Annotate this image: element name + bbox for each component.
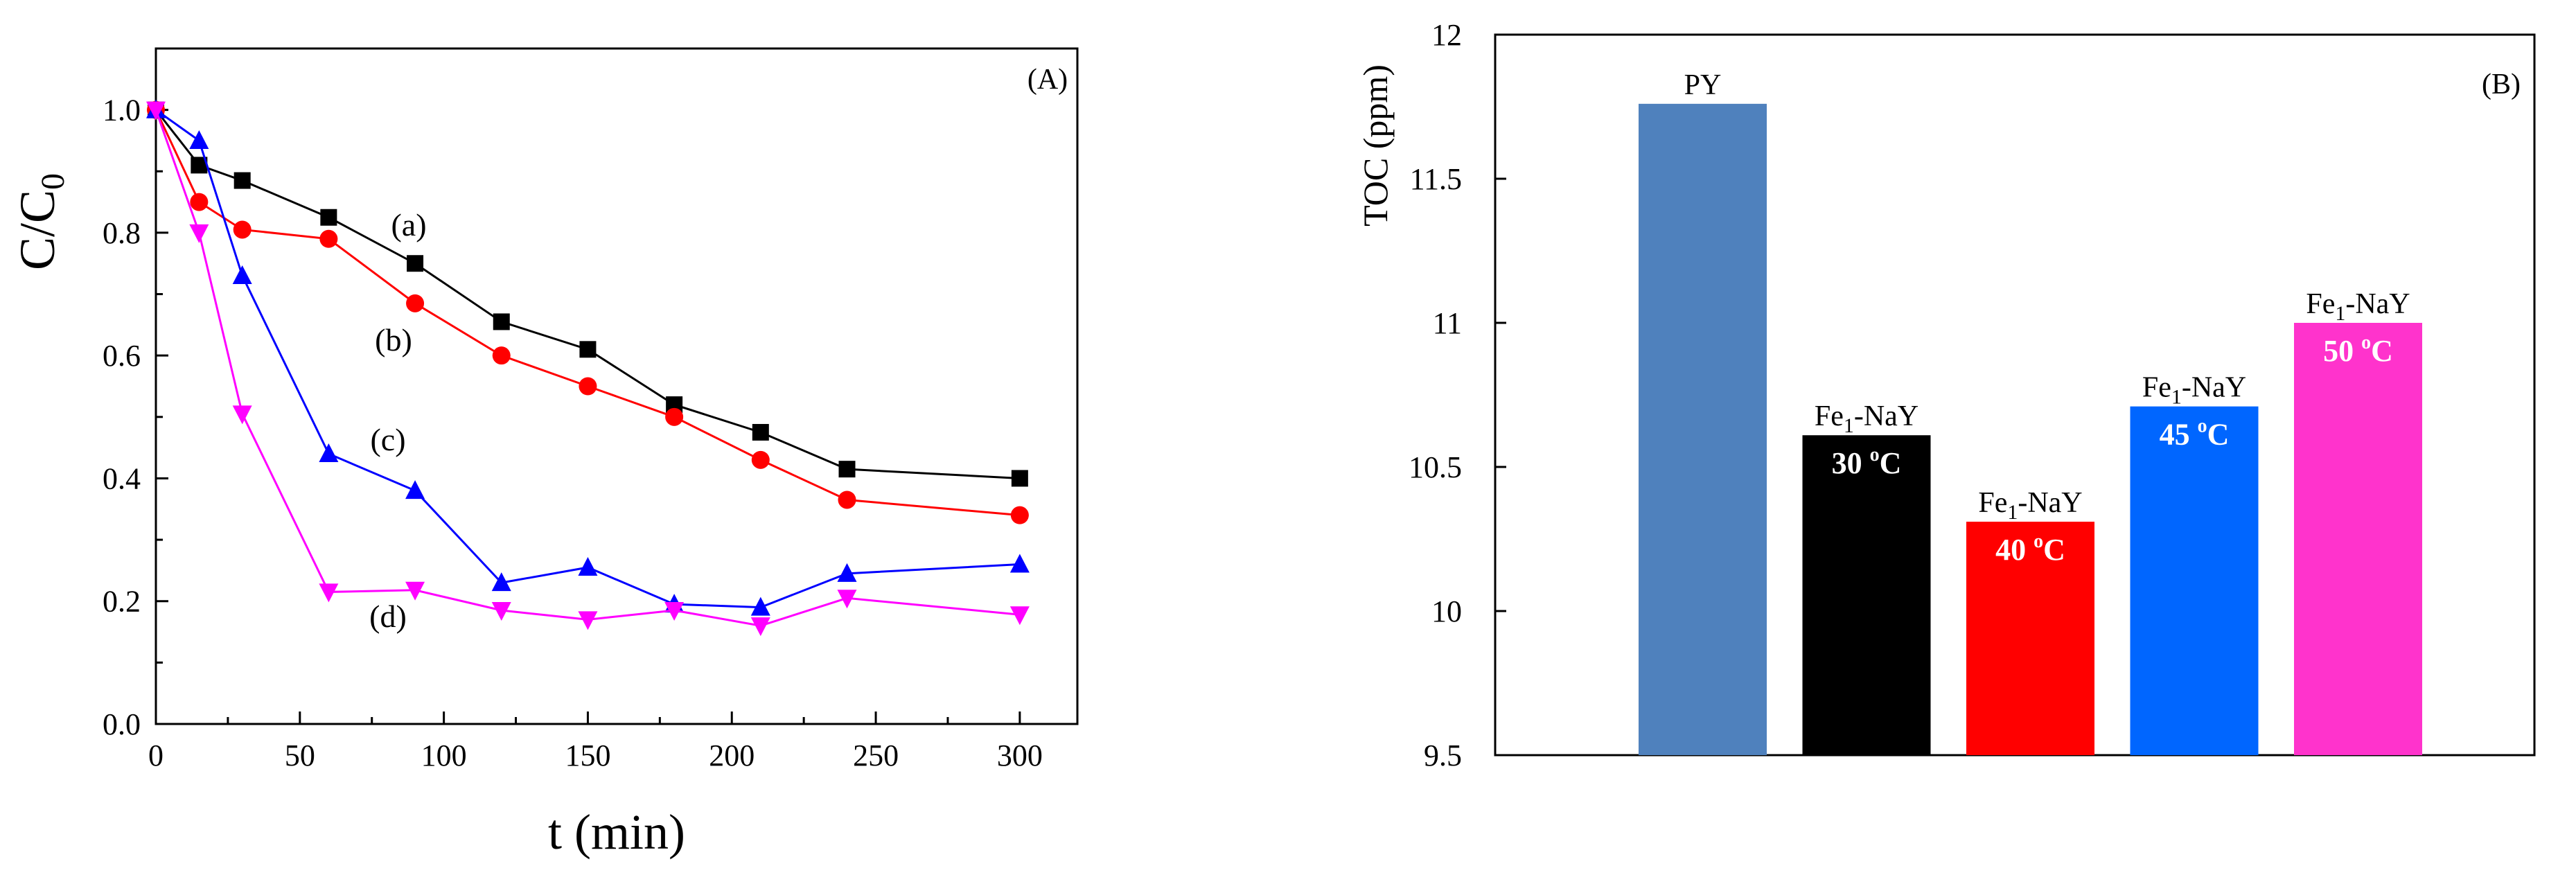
bar-2-temperature: 30 oC [1832, 444, 1902, 480]
panel-b-y-tick-label: 10 [1431, 594, 1462, 628]
panel-a-x-tick-label: 150 [565, 739, 610, 772]
panel-b-y-tick-label: 9.5 [1424, 739, 1462, 772]
panel-b-y-tick-label: 10.5 [1409, 450, 1462, 484]
series-2-point [579, 377, 597, 396]
panel-a-x-axis: 0 50 100 150 200 250 300 [148, 712, 1043, 772]
series-3-point [319, 443, 339, 462]
panel-a-x-tick-label: 100 [421, 739, 467, 772]
panel-b-y-tick-label: 11 [1433, 306, 1462, 340]
series-3-point [491, 572, 511, 592]
series-1-point [838, 461, 856, 478]
series-3-point [1009, 554, 1030, 573]
bar-4-temperature: 45 oC [2160, 416, 2230, 452]
series-4-point [578, 611, 598, 630]
series-1-point [752, 423, 769, 441]
series-3-point [578, 556, 598, 576]
series-2-point [233, 220, 252, 239]
series-1-point [493, 313, 510, 330]
panel-a-x-tick-label: 200 [709, 739, 755, 772]
panel-b-y-axis: 9.5 10 10.5 11 11.5 12 [1409, 18, 1506, 772]
panel-a-y-tick-label: 0.8 [103, 216, 141, 250]
panel-a-y-tick-label: 0.2 [103, 585, 141, 619]
series-4-point [837, 590, 857, 609]
panel-a-label: (A) [1027, 64, 1068, 96]
bar-1-label: PY [1684, 69, 1722, 101]
bar-3-label: Fe1-NaY [1978, 487, 2082, 524]
series-4-point [1009, 606, 1030, 626]
panel-a-series-group [146, 99, 1030, 637]
series-4-point [146, 101, 166, 121]
panel-b-label: (B) [2482, 69, 2521, 100]
series-2-point [751, 450, 770, 469]
bar-2 [1802, 435, 1931, 755]
panel-a-x-tick-label: 0 [148, 739, 164, 772]
series-2-point [1010, 506, 1029, 524]
panel-b-bar-chart: (B) 9.5 10 10.5 11 11.5 12 PY Fe1-NaY 30 oC Fe1-… [1356, 18, 2536, 772]
panel-a-x-axis-title: t (min) [548, 804, 685, 860]
panel-a-line-chart: (A) 0.0 0.2 0.4 0.6 0.8 1.0 0 50 100 150 200 250 30… [10, 47, 1079, 860]
series-4-point [189, 224, 209, 243]
panel-a-plot-frame [155, 47, 1079, 725]
series-2-point [838, 490, 856, 509]
bar-5 [2294, 323, 2422, 755]
series-3-point [405, 480, 425, 500]
bar-5-label: Fe1-NaY [2306, 288, 2410, 325]
bar-4-label: Fe1-NaY [2142, 372, 2246, 409]
panel-b-y-tick-label: 12 [1431, 18, 1462, 52]
series-d-annotation: (d) [369, 599, 407, 634]
series-4-point [491, 602, 511, 621]
series-4-point [232, 405, 252, 425]
bar-4 [2130, 406, 2259, 755]
panel-a-y-tick-label: 0.0 [103, 707, 141, 741]
series-2-point [319, 229, 338, 248]
series-3-point [232, 265, 252, 284]
series-2-point [492, 346, 511, 365]
panel-a-y-axis: 0.0 0.2 0.4 0.6 0.8 1.0 [103, 47, 168, 741]
series-2-line [155, 109, 1021, 517]
series-1-point [320, 209, 337, 226]
series-3-point [837, 563, 857, 582]
panel-a-y-axis-title: C/C0 [10, 173, 71, 270]
series-2-point [190, 193, 209, 211]
panel-a-y-tick-label: 1.0 [103, 94, 141, 127]
bar-1 [1639, 103, 1767, 756]
series-1-point [407, 255, 424, 272]
series-3-point [750, 596, 770, 616]
y-title-main: C/C [10, 190, 65, 270]
panel-b-y-tick-label: 11.5 [1410, 162, 1462, 196]
y-title-subscript: 0 [35, 173, 71, 190]
bar-3-temperature: 40 oC [1995, 531, 2065, 567]
series-4-point [750, 617, 770, 637]
series-1-point [233, 172, 251, 189]
series-a-annotation: (a) [391, 207, 426, 242]
panel-a-x-tick-label: 50 [285, 739, 315, 772]
series-4-point [664, 602, 685, 621]
series-1-point [1011, 470, 1028, 487]
bar-2-label: Fe1-NaY [1815, 400, 1918, 437]
series-c-annotation: (c) [370, 422, 405, 457]
series-4-line [155, 109, 1021, 627]
bar-5-temperature: 50 oC [2323, 332, 2393, 368]
bar-3 [1966, 522, 2094, 755]
panel-a-y-tick-label: 0.4 [103, 461, 141, 495]
series-3-line [155, 109, 1020, 609]
series-4-point [405, 581, 425, 601]
panel-b-y-axis-title: TOC (ppm) [1356, 64, 1395, 227]
series-b-annotation: (b) [375, 322, 412, 357]
series-3-point [189, 130, 209, 149]
series-2-point [406, 294, 425, 312]
panel-a-y-tick-label: 0.6 [103, 339, 141, 373]
series-4-point [319, 583, 339, 603]
panel-b-bars-group: PY Fe1-NaY 30 oC Fe1-NaY 40 oC Fe1-NaY 45 oC Fe… [1639, 69, 2422, 756]
series-1-point [579, 341, 597, 358]
panel-a-x-tick-label: 300 [997, 739, 1043, 772]
panel-a-x-tick-label: 250 [853, 739, 899, 772]
series-2-point [665, 407, 684, 426]
series-1-line [155, 109, 1020, 479]
